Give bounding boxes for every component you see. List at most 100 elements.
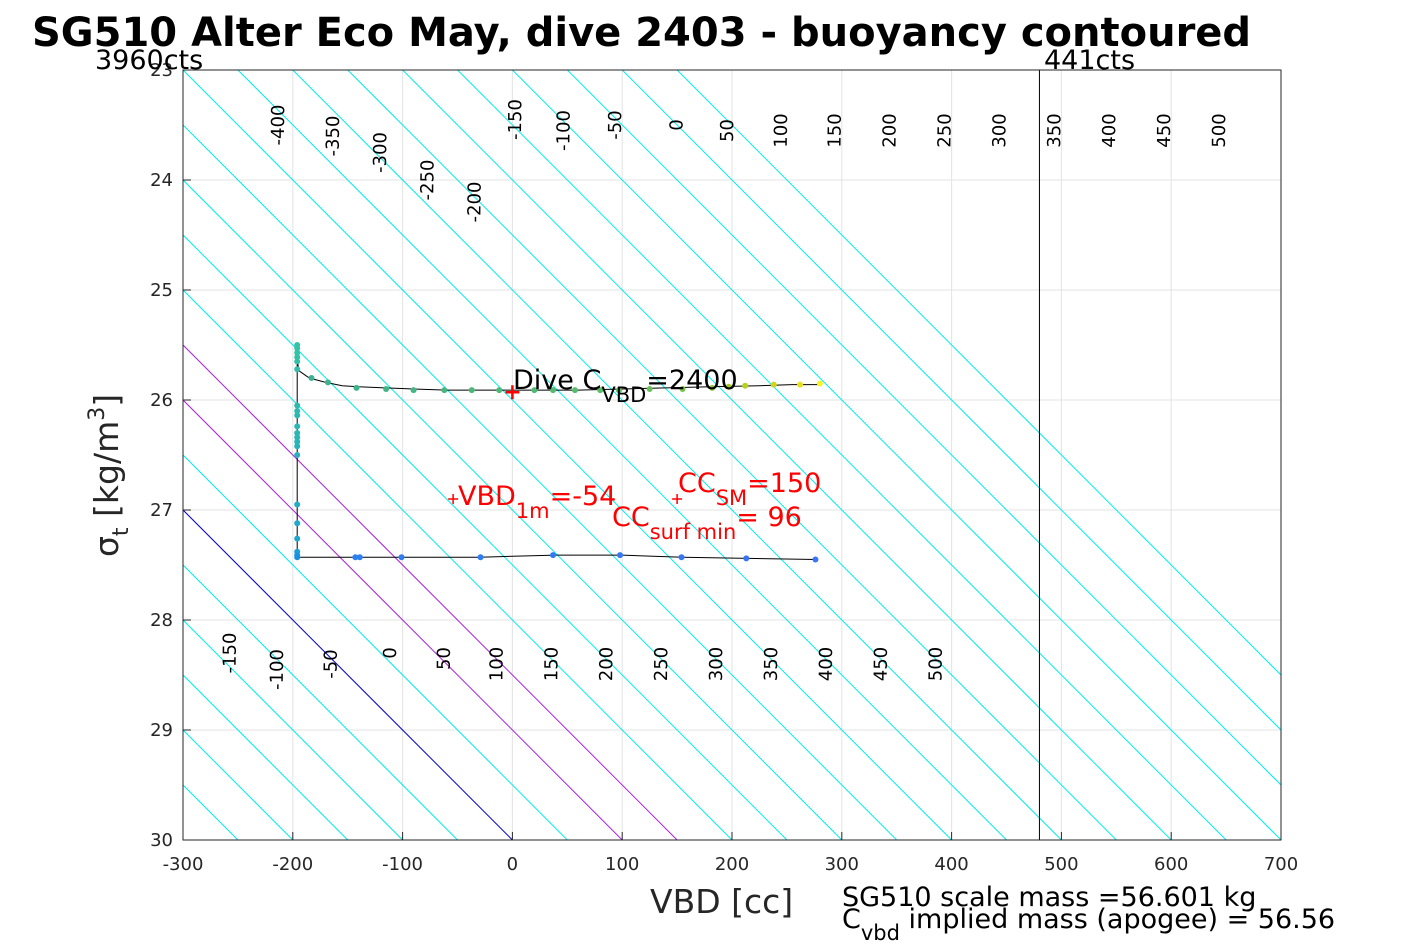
contour-label: -150 (505, 99, 526, 140)
x-tick-label: 400 (934, 854, 968, 875)
contour-label: 400 (1099, 113, 1120, 148)
contour-label: 200 (879, 113, 900, 148)
dive-point (468, 387, 475, 394)
vbd-max-label: 441cts (1044, 45, 1135, 76)
x-axis-ticks: -300 -200 -100 0 100 200 300 400 500 600 700 (163, 832, 1298, 875)
contour-label: -150 (220, 632, 241, 673)
dive-point (816, 380, 823, 387)
contour-line (0, 70, 73, 840)
chart-title: SG510 Alter Eco May, dive 2403 - buoyanc… (32, 10, 1251, 56)
dive-point (678, 554, 685, 561)
contour-label: -250 (417, 159, 438, 200)
dive-point (550, 387, 557, 394)
x-tick-label: 300 (825, 854, 859, 875)
contour-label: -100 (267, 649, 288, 690)
dive-point (646, 386, 653, 392)
contour-label: 50 (434, 647, 455, 670)
y-tick-label: 24 (150, 170, 173, 191)
contour-label: 200 (596, 647, 617, 682)
dive-point (398, 554, 405, 561)
dive-point (709, 384, 716, 391)
cc-sm-marker (672, 494, 683, 504)
contour-label: 400 (816, 647, 837, 682)
cc-sm-main: CC (678, 468, 716, 499)
vbd-1m-marker (448, 494, 459, 504)
vbd-1m-value: =-54 (550, 481, 617, 512)
vbd-min-label: 3960cts (95, 45, 203, 76)
dive-point (294, 443, 301, 450)
vbd-1m-main: VBD (458, 481, 516, 512)
contour-label: 300 (989, 113, 1010, 148)
contour-line-highlight (183, 399, 623, 840)
x-tick-label: 500 (1044, 854, 1078, 875)
contour-label: 250 (651, 647, 672, 682)
dive-point (615, 387, 622, 394)
contour-line (183, 124, 898, 840)
scale-mass-footer: SG510 scale mass =56.601 kg (842, 882, 1256, 913)
cc-sm-value: =150 (747, 468, 821, 499)
dive-point (477, 554, 484, 561)
contour-label: 450 (871, 647, 892, 682)
dive-point (308, 375, 315, 381)
contour-line (183, 289, 733, 840)
contour-labels: -400 -350 -300 -250 -200 -150 -100 -50 0 50 100 150… (220, 99, 1231, 690)
dive-point (597, 387, 604, 394)
x-axis-label: VBD [cc] (650, 882, 793, 921)
contour-label: 450 (1154, 113, 1175, 148)
contour-line (183, 619, 403, 840)
x-tick-label: 200 (715, 854, 749, 875)
dive-point (496, 387, 503, 394)
x-tick-label: 700 (1264, 854, 1298, 875)
dive-point (294, 402, 301, 409)
x-tick-label: -200 (272, 854, 313, 875)
vbd-1m-sub: 1m (516, 499, 550, 523)
x-tick-label: 600 (1154, 854, 1188, 875)
dive-point (294, 412, 301, 419)
dive-point (294, 358, 301, 365)
dive-point (294, 354, 301, 361)
contour-label: 500 (1209, 113, 1230, 148)
contour-label: 0 (380, 647, 401, 659)
contour-label: 0 (667, 119, 688, 131)
implied-mass-value: implied mass (apogee) = 56.56 (900, 904, 1335, 935)
x-tick-label: 100 (605, 854, 639, 875)
dive-point (797, 381, 804, 388)
y-axis-label-sub: t (109, 527, 134, 536)
contour-line-highlight (183, 344, 678, 840)
dive-point (617, 552, 624, 559)
dive-point (725, 383, 732, 390)
x-tick-label: 0 (507, 854, 518, 875)
dive-point (742, 382, 749, 389)
dive-cvbd-sub: VBD (601, 383, 646, 407)
y-axis-label-sup: 3 (85, 407, 110, 421)
contour-line (183, 674, 349, 840)
y-tick-label: 27 (150, 500, 173, 521)
contour-label: 50 (717, 119, 738, 142)
dive-point (294, 438, 301, 445)
dive-cvbd-annotation: Dive CVBD=2400 (513, 365, 738, 407)
contour-label: 150 (541, 647, 562, 682)
implied-mass-footer: Cvbd implied mass (apogee) = 56.56 (842, 904, 1335, 945)
contour-line (676, 70, 1281, 676)
cc-surf-min-sub: surf min (650, 520, 737, 544)
y-tick-label: 30 (150, 830, 173, 851)
dive-point (294, 366, 301, 373)
y-tick-label: 23 (150, 60, 173, 81)
contour-line (566, 70, 1281, 786)
dive-point (294, 408, 301, 414)
y-tick-label: 26 (150, 390, 173, 411)
contour-label: -100 (553, 110, 574, 151)
cc-sm-sub: SM (716, 486, 747, 510)
y-axis-label-unit: [kg/m (87, 421, 126, 528)
dive-point (294, 535, 301, 542)
dive-cvbd-value: =2400 (646, 365, 737, 396)
contour-line (183, 234, 788, 840)
contour-label: -50 (605, 110, 626, 140)
contour-line (621, 70, 1281, 731)
contour-label: -300 (370, 132, 391, 173)
cc-surf-min-main: CC (612, 502, 650, 533)
contour-line (292, 70, 1062, 840)
contour-line (347, 70, 1117, 840)
plot-area: -400 -350 -300 -250 -200 -150 -100 -50 0 50 100 150… (0, 69, 1282, 841)
